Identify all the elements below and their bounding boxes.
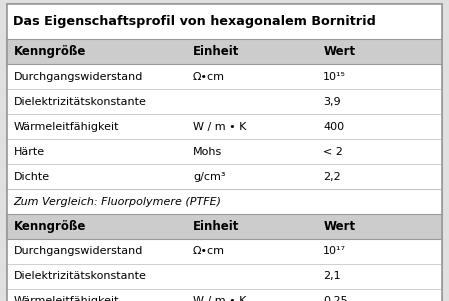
Bar	[7, 289, 442, 301]
Bar	[7, 139, 442, 164]
Text: Durchgangswiderstand: Durchgangswiderstand	[13, 72, 143, 82]
Text: 10¹⁵: 10¹⁵	[323, 72, 346, 82]
Text: Das Eigenschaftsprofil von hexagonalem Bornitrid: Das Eigenschaftsprofil von hexagonalem B…	[13, 15, 376, 28]
Bar	[7, 164, 442, 189]
Text: W / m • K: W / m • K	[193, 122, 247, 132]
Text: < 2: < 2	[323, 147, 343, 157]
Text: 10¹⁷: 10¹⁷	[323, 247, 346, 256]
Text: Wärmeleitfähigkeit: Wärmeleitfähigkeit	[13, 296, 119, 301]
Text: Kenngröße: Kenngröße	[13, 45, 86, 58]
Bar	[7, 214, 442, 239]
Bar	[7, 264, 442, 289]
Text: 2,2: 2,2	[323, 172, 341, 182]
Text: Wert: Wert	[323, 220, 356, 233]
Text: Dielektrizitätskonstante: Dielektrizitätskonstante	[13, 272, 146, 281]
Text: Mohs: Mohs	[193, 147, 222, 157]
Bar	[7, 4, 442, 39]
Text: Dichte: Dichte	[13, 172, 49, 182]
Text: 2,1: 2,1	[323, 272, 341, 281]
Text: W / m • K: W / m • K	[193, 296, 247, 301]
Text: 3,9: 3,9	[323, 97, 341, 107]
Text: Durchgangswiderstand: Durchgangswiderstand	[13, 247, 143, 256]
Bar	[7, 64, 442, 89]
Text: Einheit: Einheit	[193, 220, 239, 233]
Bar	[7, 239, 442, 264]
Text: Wärmeleitfähigkeit: Wärmeleitfähigkeit	[13, 122, 119, 132]
Bar	[7, 189, 442, 214]
Text: g/cm³: g/cm³	[193, 172, 225, 182]
Text: Ω•cm: Ω•cm	[193, 247, 225, 256]
Text: 0,25: 0,25	[323, 296, 348, 301]
Text: Kenngröße: Kenngröße	[13, 220, 86, 233]
Text: Ω•cm: Ω•cm	[193, 72, 225, 82]
Bar	[7, 114, 442, 139]
Bar	[7, 89, 442, 114]
Text: Härte: Härte	[13, 147, 44, 157]
Bar	[7, 39, 442, 64]
Text: Wert: Wert	[323, 45, 356, 58]
Text: 400: 400	[323, 122, 344, 132]
Text: Zum Vergleich: Fluorpolymere (PTFE): Zum Vergleich: Fluorpolymere (PTFE)	[13, 197, 221, 206]
Text: Dielektrizitätskonstante: Dielektrizitätskonstante	[13, 97, 146, 107]
Text: Einheit: Einheit	[193, 45, 239, 58]
